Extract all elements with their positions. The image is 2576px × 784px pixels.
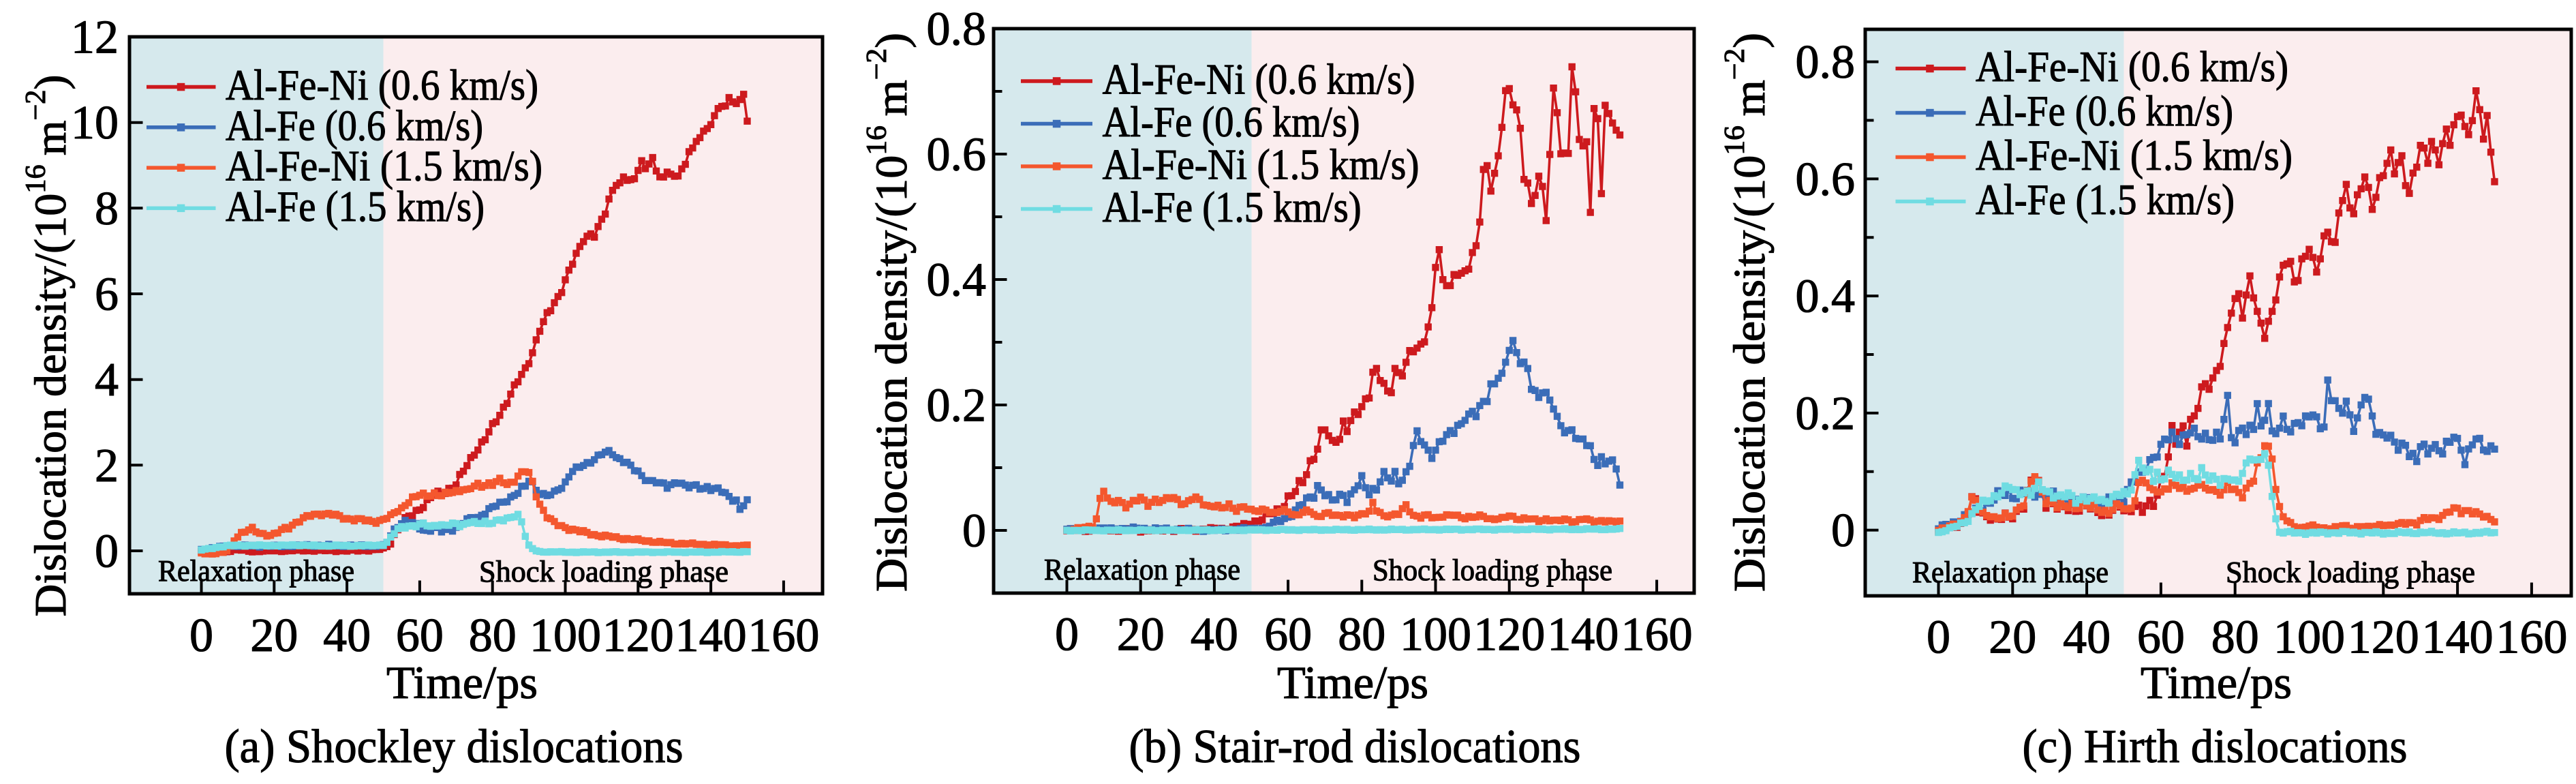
- svg-text:Al-Fe-Ni (0.6 km/s): Al-Fe-Ni (0.6 km/s): [1103, 55, 1415, 104]
- svg-text:(b) Stair-rod dislocations: (b) Stair-rod dislocations: [1129, 721, 1581, 773]
- svg-text:0.4: 0.4: [927, 254, 987, 307]
- svg-text:0: 0: [1831, 504, 1855, 557]
- svg-text:60: 60: [1264, 609, 1312, 661]
- svg-text:Al-Fe (0.6 km/s): Al-Fe (0.6 km/s): [1103, 97, 1360, 146]
- svg-text:40: 40: [1191, 609, 1238, 661]
- svg-text:Dislocation density/(1016 m−2): Dislocation density/(1016 m−2): [1719, 33, 1775, 592]
- svg-text:Al-Fe-Ni (1.5 km/s): Al-Fe-Ni (1.5 km/s): [226, 142, 542, 190]
- svg-text:Al-Fe (0.6 km/s): Al-Fe (0.6 km/s): [1976, 87, 2233, 135]
- svg-text:Shock loading phase: Shock loading phase: [1373, 554, 1612, 587]
- svg-text:Shock loading phase: Shock loading phase: [479, 555, 729, 588]
- svg-text:60: 60: [396, 609, 444, 662]
- svg-text:120: 120: [602, 609, 674, 662]
- svg-text:160: 160: [1621, 609, 1693, 661]
- svg-text:Relaxation phase: Relaxation phase: [1044, 553, 1240, 586]
- svg-text:140: 140: [2422, 612, 2494, 664]
- svg-text:80: 80: [1338, 609, 1385, 661]
- svg-text:120: 120: [1473, 609, 1545, 661]
- svg-text:160: 160: [748, 609, 819, 662]
- svg-text:Al-Fe-Ni (1.5 km/s): Al-Fe-Ni (1.5 km/s): [1103, 140, 1420, 189]
- svg-text:Al-Fe (0.6 km/s): Al-Fe (0.6 km/s): [226, 101, 483, 149]
- svg-text:Dislocation density/(1016 m−2): Dislocation density/(1016 m−2): [861, 33, 917, 592]
- svg-text:40: 40: [2063, 612, 2111, 664]
- svg-text:0.6: 0.6: [927, 129, 987, 181]
- svg-text:100: 100: [2273, 612, 2345, 664]
- svg-text:40: 40: [323, 609, 371, 662]
- svg-text:Al-Fe-Ni (1.5 km/s): Al-Fe-Ni (1.5 km/s): [1976, 131, 2293, 179]
- svg-text:8: 8: [95, 183, 119, 235]
- svg-text:Al-Fe (1.5 km/s): Al-Fe (1.5 km/s): [1976, 175, 2235, 224]
- svg-text:4: 4: [95, 354, 119, 406]
- svg-text:0: 0: [1055, 609, 1079, 661]
- svg-text:0.6: 0.6: [1796, 153, 1856, 206]
- svg-text:(c) Hirth dislocations: (c) Hirth dislocations: [2023, 721, 2408, 773]
- svg-text:Dislocation density/(1016 m−2): Dislocation density/(1016 m−2): [20, 74, 76, 616]
- svg-text:0: 0: [1927, 612, 1950, 664]
- svg-text:2: 2: [95, 440, 119, 492]
- svg-text:20: 20: [1117, 609, 1165, 661]
- svg-text:60: 60: [2137, 612, 2185, 664]
- svg-text:Al-Fe (1.5 km/s): Al-Fe (1.5 km/s): [226, 182, 485, 230]
- svg-text:Time/ps: Time/ps: [386, 657, 538, 708]
- svg-text:20: 20: [250, 609, 298, 662]
- svg-text:10: 10: [71, 97, 119, 149]
- svg-text:80: 80: [469, 609, 517, 662]
- svg-text:12: 12: [71, 12, 119, 64]
- svg-text:Time/ps: Time/ps: [2141, 657, 2292, 708]
- svg-text:(a) Shockley dislocations: (a) Shockley dislocations: [225, 721, 684, 773]
- svg-text:Al-Fe-Ni (0.6 km/s): Al-Fe-Ni (0.6 km/s): [1976, 42, 2288, 91]
- svg-text:Shock loading phase: Shock loading phase: [2226, 556, 2475, 589]
- svg-text:6: 6: [95, 269, 119, 321]
- svg-text:100: 100: [530, 609, 601, 662]
- svg-text:20: 20: [1989, 612, 2036, 664]
- svg-text:0.8: 0.8: [1796, 36, 1856, 89]
- svg-text:Al-Fe-Ni (0.6 km/s): Al-Fe-Ni (0.6 km/s): [226, 61, 538, 109]
- svg-text:0.8: 0.8: [927, 3, 987, 56]
- svg-text:140: 140: [675, 609, 747, 662]
- svg-text:Relaxation phase: Relaxation phase: [1912, 556, 2109, 589]
- svg-text:0: 0: [962, 505, 986, 558]
- svg-text:Al-Fe (1.5 km/s): Al-Fe (1.5 km/s): [1103, 183, 1362, 231]
- svg-text:Time/ps: Time/ps: [1277, 657, 1428, 708]
- svg-text:80: 80: [2211, 612, 2259, 664]
- svg-text:0: 0: [189, 609, 213, 662]
- svg-text:160: 160: [2496, 612, 2567, 664]
- svg-text:0: 0: [95, 526, 119, 578]
- svg-text:100: 100: [1400, 609, 1471, 661]
- svg-text:Relaxation phase: Relaxation phase: [158, 554, 354, 588]
- svg-text:0.2: 0.2: [1796, 387, 1856, 440]
- svg-text:0.4: 0.4: [1796, 271, 1856, 323]
- svg-text:120: 120: [2348, 612, 2419, 664]
- svg-text:140: 140: [1547, 609, 1619, 661]
- svg-text:0.2: 0.2: [927, 380, 987, 432]
